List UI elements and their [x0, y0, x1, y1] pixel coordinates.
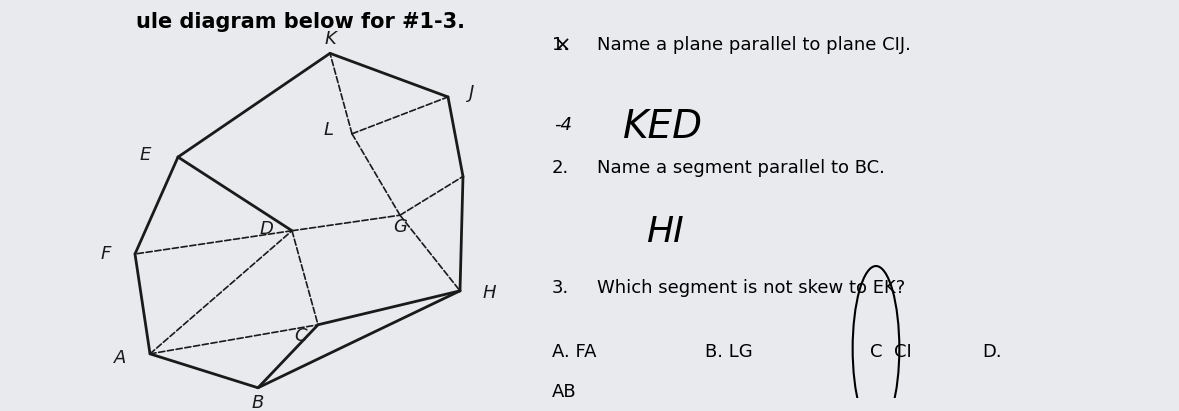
Text: L: L	[323, 121, 334, 139]
Text: 2.: 2.	[552, 159, 569, 178]
Text: F: F	[100, 245, 111, 263]
Text: A: A	[114, 349, 126, 367]
Text: CI: CI	[894, 343, 911, 361]
Text: Name a segment parallel to BC.: Name a segment parallel to BC.	[597, 159, 884, 178]
Text: KED: KED	[623, 108, 703, 145]
Text: A. FA: A. FA	[552, 343, 597, 361]
Text: H: H	[482, 284, 496, 302]
Text: ule diagram below for #1-3.: ule diagram below for #1-3.	[136, 12, 465, 32]
Text: 1.: 1.	[552, 36, 569, 54]
Text: J: J	[469, 84, 474, 102]
Text: C: C	[870, 343, 882, 361]
Text: ×: ×	[553, 36, 571, 56]
Text: G: G	[393, 218, 407, 236]
Text: B. LG: B. LG	[705, 343, 752, 361]
Text: AB: AB	[552, 383, 577, 400]
Text: C: C	[294, 327, 307, 345]
Text: K: K	[324, 30, 336, 48]
Text: 3.: 3.	[552, 279, 569, 297]
Text: D: D	[259, 220, 274, 238]
Text: -4: -4	[554, 115, 572, 134]
Text: Which segment is not skew to EK?: Which segment is not skew to EK?	[597, 279, 904, 297]
Text: E: E	[139, 146, 151, 164]
Text: Name a plane parallel to plane CIJ.: Name a plane parallel to plane CIJ.	[597, 36, 910, 54]
Text: B: B	[252, 394, 264, 411]
Text: HI: HI	[646, 215, 684, 249]
Text: D.: D.	[982, 343, 1002, 361]
